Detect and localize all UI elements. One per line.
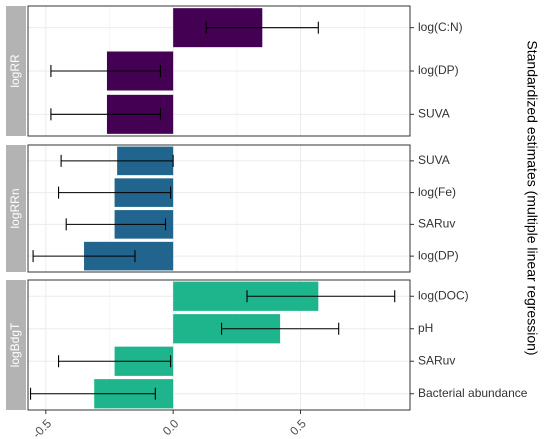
facet-panel-logRR: logRR log(C:N) log(DP) SUVA [6,5,463,137]
facet-strip [6,145,26,272]
facet-panel-logBdgT: logBdgT log(DOC) pH SARuv Bacterial abundanc… [6,279,528,411]
y-tick-label: log(DOC) [418,288,469,302]
y-tick-label: log(DP) [418,63,459,77]
facet-strip-label: logRRn [8,188,22,228]
y-tick-label: log(Fe) [418,185,456,199]
y-tick-label: Bacterial abundance [418,386,528,400]
facet-strip-label: logRR [8,54,22,88]
x-axis: -0.5 0.0 0.5 [30,410,309,439]
y-tick-label: SARuv [418,217,455,231]
y-tick-label: log(C:N) [418,20,463,34]
y-tick-label: pH [418,321,433,335]
y-tick-label: log(DP) [418,248,459,262]
facet-strip [6,280,26,410]
x-tick-label: -0.5 [30,416,55,439]
panels-layer: logRR log(C:N) log(DP) SUVA logRRn SUVA log(Fe… [6,5,528,411]
facet-panel-logRRn: logRRn SUVA log(Fe) SARuv log(DP) [6,144,459,273]
x-tick-label: 0.0 [160,416,182,438]
y-tick-label: SARuv [418,353,455,367]
y-tick-label: SUVA [418,153,450,167]
x-tick-label: 0.5 [287,416,309,438]
y-tick-label: SUVA [418,107,450,121]
y-axis-label: Standardized estimates (multiple linear … [524,40,540,355]
facet-strip-label: logBdgT [8,322,22,367]
facet-strip [6,6,26,136]
